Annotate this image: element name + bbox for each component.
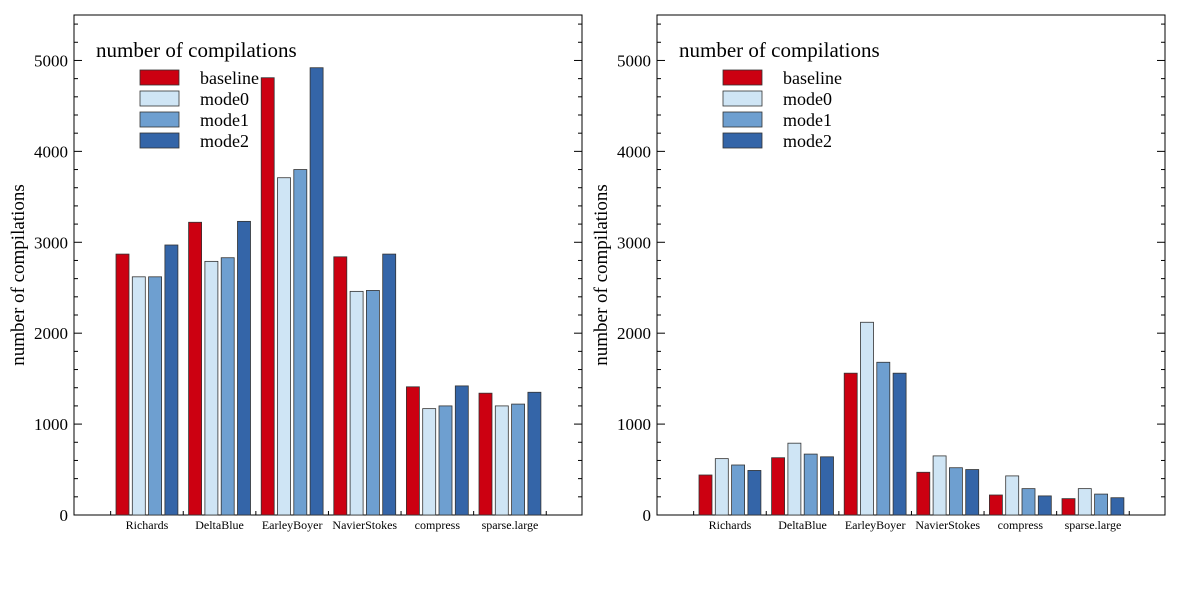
bar-baseline-compress <box>405 386 420 516</box>
bar-mode2-earleyboyer <box>309 67 324 516</box>
bar-mode0-navierstokes <box>932 455 947 516</box>
y-tick-label: 2000 <box>34 324 68 343</box>
bar-mode2-earleyboyer <box>892 372 907 516</box>
bar-mode2-navierstokes <box>965 469 980 516</box>
x-tick-label: EarleyBoyer <box>845 518 906 532</box>
bar-baseline-earleyboyer <box>260 77 275 516</box>
bar-mode2-sparse-large <box>527 391 542 516</box>
x-tick-label: compress <box>415 518 461 532</box>
bar-mode1-navierstokes <box>949 467 963 516</box>
legend-swatch-mode1 <box>722 111 763 128</box>
bar-mode1-richards <box>731 464 745 516</box>
bar-mode1-compress <box>438 405 453 516</box>
bar-mode0-deltablue <box>787 442 802 516</box>
y-tick-label: 5000 <box>617 51 651 70</box>
bar-mode2-navierstokes <box>382 253 397 516</box>
chart-title: number of compilations <box>679 38 880 62</box>
bar-mode1-navierstokes <box>365 290 380 516</box>
legend-label-baseline: baseline <box>783 68 842 88</box>
bar-baseline-richards <box>698 474 713 516</box>
y-tick-label: 0 <box>643 506 652 525</box>
legend-swatch-mode1 <box>139 111 180 128</box>
bar-baseline-deltablue <box>771 457 785 516</box>
bar-mode2-richards <box>747 470 762 516</box>
bar-mode1-sparse-large <box>511 403 526 516</box>
y-tick-label: 3000 <box>617 233 651 252</box>
bar-mode1-deltablue <box>803 453 818 516</box>
x-tick-label: Richards <box>126 518 169 532</box>
bar-mode0-earleyboyer <box>860 321 874 516</box>
legend-label-mode0: mode0 <box>200 89 249 109</box>
legend-swatch-mode0 <box>139 90 180 107</box>
bar-baseline-richards <box>115 253 130 516</box>
x-tick-label: NavierStokes <box>332 518 397 532</box>
y-axis-label: number of compilations <box>591 184 612 366</box>
x-tick-label: DeltaBlue <box>778 518 827 532</box>
legend-swatch-mode0 <box>722 90 763 107</box>
x-tick-label: DeltaBlue <box>195 518 244 532</box>
bar-mode0-navierstokes <box>349 290 364 516</box>
y-tick-label: 3000 <box>34 233 68 252</box>
bar-baseline-navierstokes <box>333 256 348 516</box>
bar-mode0-deltablue <box>204 260 219 516</box>
chart-right: 0 1000 2000 3000 4000 5000 Richards DeltaBlue Ea… <box>591 14 1166 532</box>
legend-swatch-mode2 <box>139 132 180 149</box>
bar-mode1-earleyboyer <box>293 169 308 516</box>
bar-mode1-deltablue <box>220 257 235 516</box>
bar-mode0-compress <box>1005 475 1020 516</box>
bar-baseline-compress <box>989 494 1003 516</box>
y-tick-label: 2000 <box>617 324 651 343</box>
legend-label-mode1: mode1 <box>200 110 249 130</box>
bar-baseline-navierstokes <box>916 471 931 516</box>
bar-mode2-richards <box>164 244 179 516</box>
y-tick-label: 1000 <box>617 415 651 434</box>
x-tick-label: EarleyBoyer <box>262 518 323 532</box>
bar-mode1-earleyboyer <box>876 361 891 516</box>
legend-label-mode2: mode2 <box>200 131 249 151</box>
bar-mode1-sparse-large <box>1094 493 1108 516</box>
legend-swatch-baseline <box>139 69 180 86</box>
bar-mode2-deltablue <box>820 456 834 516</box>
bar-mode2-compress <box>454 385 469 516</box>
legend-label-mode0: mode0 <box>783 89 832 109</box>
y-tick-label: 0 <box>60 506 69 525</box>
bar-mode1-compress <box>1021 488 1036 516</box>
chart-title: number of compilations <box>96 38 297 62</box>
x-tick-label: Richards <box>709 518 752 532</box>
bar-mode0-compress <box>422 408 437 516</box>
x-tick-label: sparse.large <box>482 518 539 532</box>
bar-mode0-richards <box>131 276 146 516</box>
y-tick-label: 4000 <box>34 142 68 161</box>
bar-mode1-richards <box>148 276 163 516</box>
legend-label-mode1: mode1 <box>783 110 832 130</box>
x-tick-label: sparse.large <box>1065 518 1122 532</box>
y-tick-label: 4000 <box>617 142 651 161</box>
bar-mode2-sparse-large <box>1110 497 1125 516</box>
legend-label-mode2: mode2 <box>783 131 832 151</box>
bar-baseline-earleyboyer <box>843 372 858 516</box>
plot-frame <box>656 14 1166 516</box>
bar-mode0-earleyboyer <box>277 177 291 516</box>
legend-swatch-baseline <box>722 69 763 86</box>
chart-left: 0 1000 2000 3000 4000 5000 Richards DeltaBlue Ea… <box>8 14 583 532</box>
y-tick-label: 5000 <box>34 51 68 70</box>
legend-swatch-mode2 <box>722 132 763 149</box>
bar-mode0-sparse-large <box>1077 488 1092 516</box>
bar-baseline-sparse-large <box>478 392 493 516</box>
bar-mode0-sparse-large <box>494 405 509 516</box>
bar-baseline-sparse-large <box>1061 498 1076 516</box>
bar-baseline-deltablue <box>188 221 203 516</box>
legend-label-baseline: baseline <box>200 68 259 88</box>
y-tick-label: 1000 <box>34 415 68 434</box>
x-tick-label: NavierStokes <box>915 518 980 532</box>
bar-mode0-richards <box>714 458 729 516</box>
y-axis-label: number of compilations <box>8 184 29 366</box>
bar-mode2-deltablue <box>237 220 251 516</box>
x-tick-label: compress <box>998 518 1044 532</box>
bar-mode2-compress <box>1037 495 1052 516</box>
